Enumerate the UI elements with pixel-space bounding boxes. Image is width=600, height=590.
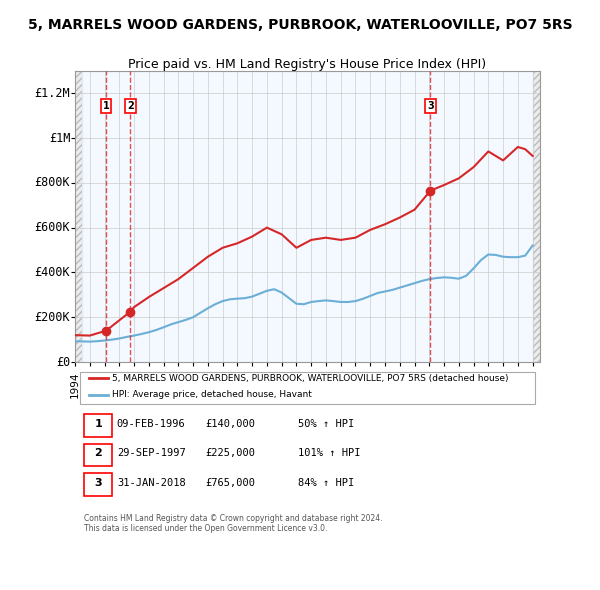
Text: 84% ↑ HPI: 84% ↑ HPI [298, 478, 355, 488]
Text: 1: 1 [94, 419, 102, 429]
Bar [533, 71, 540, 362]
Text: £0: £0 [56, 356, 70, 369]
Text: 5, MARRELS WOOD GARDENS, PURBROOK, WATERLOOVILLE, PO7 5RS: 5, MARRELS WOOD GARDENS, PURBROOK, WATER… [28, 18, 572, 32]
Title: Price paid vs. HM Land Registry's House Price Index (HPI): Price paid vs. HM Land Registry's House … [128, 58, 487, 71]
Text: HPI: Average price, detached house, Havant: HPI: Average price, detached house, Hava… [112, 390, 312, 399]
FancyBboxPatch shape [80, 372, 535, 404]
Bar [82, 71, 533, 362]
Text: 2: 2 [94, 448, 102, 458]
Text: 29-SEP-1997: 29-SEP-1997 [117, 448, 185, 458]
Text: 101% ↑ HPI: 101% ↑ HPI [298, 448, 361, 458]
FancyBboxPatch shape [84, 414, 112, 437]
Text: 2: 2 [127, 101, 134, 111]
Text: £765,000: £765,000 [205, 478, 255, 488]
Text: 3: 3 [427, 101, 434, 111]
Text: 1: 1 [103, 101, 110, 111]
Text: 09-FEB-1996: 09-FEB-1996 [117, 419, 185, 429]
FancyBboxPatch shape [84, 444, 112, 466]
Text: £600K: £600K [35, 221, 70, 234]
Text: £140,000: £140,000 [205, 419, 255, 429]
Text: £800K: £800K [35, 176, 70, 189]
Bar [75, 71, 82, 362]
Text: 50% ↑ HPI: 50% ↑ HPI [298, 419, 355, 429]
Text: 5, MARRELS WOOD GARDENS, PURBROOK, WATERLOOVILLE, PO7 5RS (detached house): 5, MARRELS WOOD GARDENS, PURBROOK, WATER… [112, 374, 509, 383]
Bar [533, 71, 540, 362]
Text: £1.2M: £1.2M [35, 87, 70, 100]
Text: 3: 3 [94, 478, 102, 488]
Bar [75, 71, 82, 362]
FancyBboxPatch shape [84, 473, 112, 496]
Text: 31-JAN-2018: 31-JAN-2018 [117, 478, 185, 488]
Text: £200K: £200K [35, 311, 70, 324]
Text: £225,000: £225,000 [205, 448, 255, 458]
Text: £1M: £1M [49, 132, 70, 145]
Text: Contains HM Land Registry data © Crown copyright and database right 2024.
This d: Contains HM Land Registry data © Crown c… [84, 514, 383, 533]
Text: £400K: £400K [35, 266, 70, 279]
